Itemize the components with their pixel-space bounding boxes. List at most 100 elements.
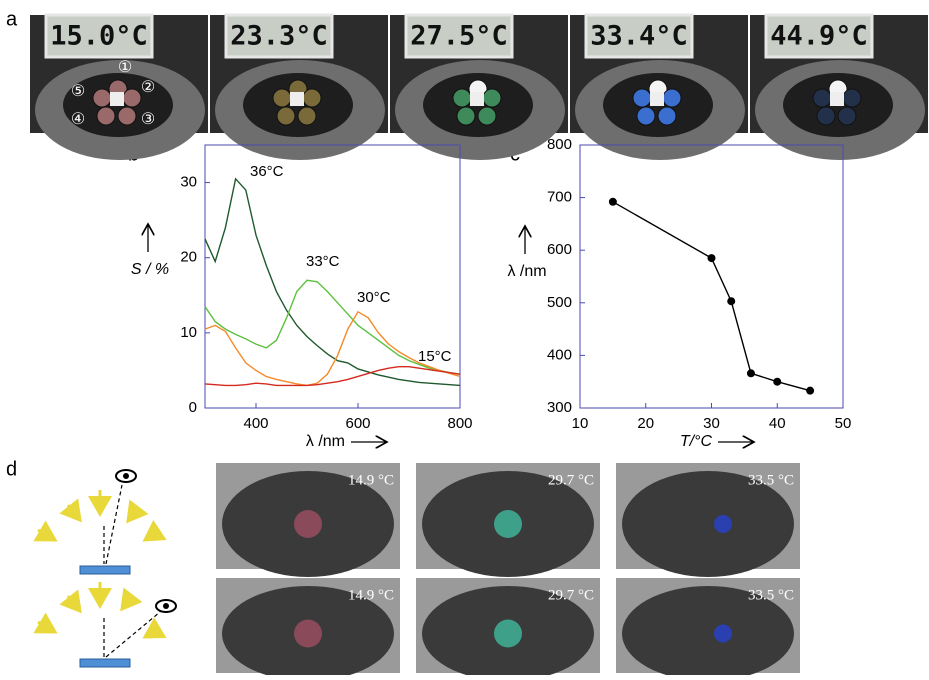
sample-number: ④ xyxy=(71,111,85,128)
sample-dot xyxy=(302,88,322,108)
display xyxy=(404,13,514,59)
light-arrow xyxy=(120,587,143,612)
display-reading: 44.9°C xyxy=(770,21,868,52)
light-arrow xyxy=(33,520,58,542)
sample-dot xyxy=(816,106,836,126)
y-tick-label: 700 xyxy=(547,189,572,206)
series-line xyxy=(204,177,461,387)
temperature-label: 29.7 °C xyxy=(548,472,594,488)
sample xyxy=(294,510,322,538)
eye-icon xyxy=(115,469,137,483)
sample-dot xyxy=(96,106,116,126)
diagram-lines xyxy=(103,484,161,658)
panel-label: a xyxy=(6,8,18,30)
light-arrow xyxy=(59,498,82,523)
sample-dot xyxy=(482,88,502,108)
temperature-label: 29.7 °C xyxy=(548,587,594,603)
x-tick-label: 20 xyxy=(637,415,654,432)
x-axis-label: T/°C xyxy=(680,433,713,450)
light-arrow xyxy=(126,499,149,524)
temperature-label: 14.9 °C xyxy=(348,472,394,488)
sample xyxy=(714,624,732,643)
sample-bar xyxy=(79,565,131,575)
display xyxy=(764,13,874,59)
data-point xyxy=(707,254,716,263)
y-tick-label: 30 xyxy=(180,174,197,191)
display-reading: 15.0°C xyxy=(50,21,148,52)
center-dot xyxy=(110,92,124,106)
x-axis-label: λ /nm xyxy=(306,433,345,450)
sample-number: ① xyxy=(118,59,132,76)
sample-dot xyxy=(122,88,142,108)
sample xyxy=(294,619,322,648)
sample-dot xyxy=(662,88,682,108)
data-point xyxy=(806,386,815,395)
sample-dot xyxy=(452,88,472,108)
sample-dot xyxy=(657,106,677,126)
x-tick-label: 400 xyxy=(243,415,268,432)
x-tick-label: 50 xyxy=(835,415,852,432)
y-axis-label: λ /nm xyxy=(507,263,546,280)
sample-number: ② xyxy=(141,79,155,96)
sample-dot xyxy=(842,88,862,108)
light-arrow xyxy=(142,520,167,542)
data-point xyxy=(727,297,736,306)
series-line xyxy=(204,310,461,387)
light-arrow xyxy=(59,589,82,614)
center-dot xyxy=(290,92,304,106)
x-tick-label: 10 xyxy=(572,415,589,432)
sample-dot xyxy=(477,106,497,126)
sample-number: ③ xyxy=(141,111,155,128)
sample-number: ⑤ xyxy=(71,83,85,100)
display-reading: 23.3°C xyxy=(230,21,328,52)
sample-dot xyxy=(117,106,137,126)
light-arrow xyxy=(33,612,58,634)
display xyxy=(44,13,154,59)
series-line xyxy=(612,201,811,392)
sample-dot xyxy=(812,88,832,108)
center-dot xyxy=(830,92,844,106)
x-tick-label: 800 xyxy=(447,415,472,432)
series-line xyxy=(204,365,461,387)
y-tick-label: 300 xyxy=(547,399,572,416)
y-tick-label: 10 xyxy=(180,324,197,341)
sample-dot xyxy=(92,88,112,108)
series-label: 15°C xyxy=(418,348,452,365)
sample xyxy=(494,510,522,538)
light-arrow xyxy=(142,617,167,639)
y-axis-label: S / % xyxy=(131,261,169,278)
center-dot xyxy=(650,92,664,106)
series-label: 30°C xyxy=(357,289,391,306)
sample-dot xyxy=(456,106,476,126)
beaker xyxy=(622,471,794,577)
center-dot xyxy=(470,92,484,106)
display-reading: 33.4°C xyxy=(590,21,688,52)
sample-dot xyxy=(636,106,656,126)
sample xyxy=(714,515,732,533)
y-tick-label: 800 xyxy=(547,136,572,153)
temperature-label: 14.9 °C xyxy=(348,587,394,603)
temperature-label: 33.5 °C xyxy=(748,472,794,488)
data-point xyxy=(608,197,617,206)
x-tick-label: 40 xyxy=(769,415,786,432)
y-tick-label: 0 xyxy=(189,399,197,416)
y-tick-label: 500 xyxy=(547,294,572,311)
sample-dot xyxy=(837,106,857,126)
y-tick-label: 600 xyxy=(547,241,572,258)
plot-frame xyxy=(204,144,461,409)
display xyxy=(584,13,694,59)
plot-frame xyxy=(579,144,844,409)
y-tick-label: 20 xyxy=(180,249,197,266)
diagram xyxy=(33,490,167,639)
sample xyxy=(494,619,522,648)
dashed-ray xyxy=(105,611,161,658)
series-line xyxy=(204,279,461,375)
sample-dot xyxy=(297,106,317,126)
series-label: 33°C xyxy=(306,253,340,270)
y-tick-label: 400 xyxy=(547,346,572,363)
display xyxy=(224,13,334,59)
beaker xyxy=(622,586,794,680)
sample-dot xyxy=(272,88,292,108)
data-point xyxy=(773,377,782,386)
eye-icon xyxy=(155,599,177,613)
